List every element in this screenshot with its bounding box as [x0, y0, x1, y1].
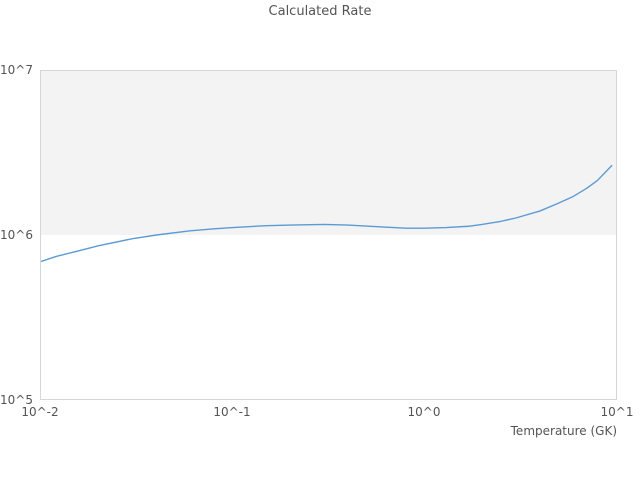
rate-curve: [41, 164, 613, 263]
plot-area: [40, 70, 617, 400]
x-tick-label-1e-1: 10^-1: [213, 405, 251, 419]
x-tick-label-1e1: 10^1: [600, 405, 634, 419]
y-tick-label-1e6: 10^6: [0, 228, 33, 242]
x-tick-label-1e-2: 10^-2: [21, 405, 59, 419]
y-tick-label-1e7: 10^7: [0, 63, 33, 77]
chart-title: Calculated Rate: [268, 4, 372, 19]
x-axis-title: Temperature (GK): [510, 424, 617, 438]
y-tick-label-1e5: 10^5: [0, 393, 33, 407]
x-tick-label-1e0: 10^0: [407, 405, 441, 419]
rate-curve-svg: [41, 164, 613, 263]
